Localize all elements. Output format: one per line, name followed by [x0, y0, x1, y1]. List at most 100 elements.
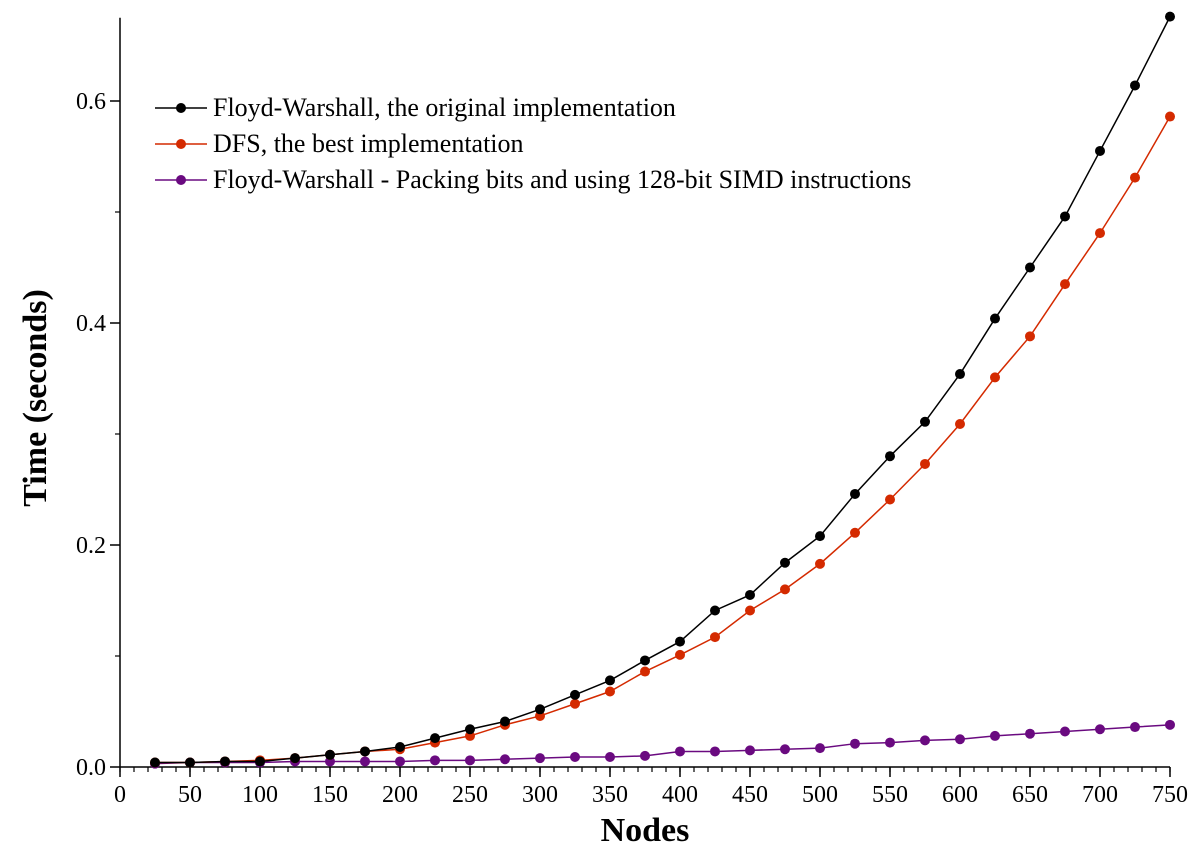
data-point [640, 655, 650, 666]
legend-label: Floyd-Warshall - Packing bits and using … [213, 165, 911, 194]
y-tick-label: 0.6 [76, 89, 106, 115]
legend-label: Floyd-Warshall, the original implementat… [213, 93, 676, 122]
legend-entry: Floyd-Warshall - Packing bits and using … [155, 165, 911, 194]
data-point [1165, 11, 1175, 22]
series-line [155, 116, 1171, 764]
series-1 [150, 11, 1175, 768]
series-2 [150, 111, 1175, 768]
legend-entry: DFS, the best implementation [155, 129, 524, 158]
x-tick-label: 150 [312, 782, 348, 808]
data-point [815, 743, 825, 754]
x-tick-label: 300 [522, 782, 558, 808]
data-point [955, 369, 965, 380]
data-point [920, 458, 930, 469]
data-point [290, 753, 300, 764]
series-3 [150, 719, 1175, 769]
x-tick-label: 350 [592, 782, 628, 808]
data-point [850, 738, 860, 749]
data-point [815, 531, 825, 542]
x-tick-label: 50 [178, 782, 202, 808]
data-point [990, 372, 1000, 383]
x-tick-label: 650 [1012, 782, 1048, 808]
data-point [1130, 80, 1140, 91]
data-point [1165, 719, 1175, 730]
y-tick-label: 0.2 [76, 533, 106, 559]
data-point [1025, 331, 1035, 342]
data-point [780, 557, 790, 568]
data-point [500, 754, 510, 765]
data-point [220, 756, 230, 767]
series-line [154, 724, 1171, 765]
x-tick-label: 550 [872, 782, 908, 808]
data-point [1025, 728, 1035, 739]
data-point [395, 756, 405, 767]
data-point [570, 689, 580, 700]
legend-entry: Floyd-Warshall, the original implementat… [155, 93, 676, 122]
data-point [570, 698, 580, 709]
x-tick-label: 100 [242, 782, 278, 808]
data-point [605, 675, 615, 686]
data-point [185, 757, 195, 768]
data-point [850, 488, 860, 499]
data-point [675, 636, 685, 647]
legend-marker [176, 175, 186, 185]
data-point [465, 724, 475, 735]
data-point [1060, 211, 1070, 222]
data-point [395, 742, 405, 753]
legend-label: DFS, the best implementation [213, 129, 524, 158]
data-point [1025, 262, 1035, 273]
x-axis-title: Nodes [601, 812, 690, 849]
data-point [640, 666, 650, 677]
x-tick-label: 200 [382, 782, 418, 808]
data-point [710, 605, 720, 616]
data-point [675, 649, 685, 660]
data-point [150, 757, 160, 768]
data-point [325, 749, 335, 760]
data-point [1095, 145, 1105, 156]
legend-marker [176, 103, 186, 113]
data-point [780, 744, 790, 755]
data-point [1165, 111, 1175, 122]
data-point [1060, 726, 1070, 737]
x-tick-label: 500 [802, 782, 838, 808]
x-tick-label: 400 [662, 782, 698, 808]
data-point [990, 313, 1000, 324]
data-point [1095, 228, 1105, 239]
data-point [745, 745, 755, 756]
data-point [570, 752, 580, 763]
data-point [885, 494, 895, 505]
data-point [430, 755, 440, 766]
x-tick-label: 250 [452, 782, 488, 808]
data-point [710, 746, 720, 757]
data-point [255, 756, 265, 767]
data-point [535, 704, 545, 715]
data-point [675, 746, 685, 757]
data-point [360, 756, 370, 767]
data-point [710, 632, 720, 643]
legend-marker [176, 139, 186, 149]
data-point [920, 735, 930, 746]
data-point [465, 755, 475, 766]
data-point [955, 734, 965, 745]
y-tick-label: 0.4 [76, 311, 106, 337]
data-point [815, 558, 825, 569]
data-point [1130, 172, 1140, 183]
data-point [920, 416, 930, 427]
data-point [605, 752, 615, 763]
data-point [850, 527, 860, 538]
x-tick-label: 0 [114, 782, 126, 808]
data-point [1130, 722, 1140, 733]
x-tick-label: 450 [732, 782, 768, 808]
x-tick-label: 600 [942, 782, 978, 808]
data-point [885, 451, 895, 462]
data-point [745, 605, 755, 616]
data-point [430, 733, 440, 744]
x-tick-label: 750 [1152, 782, 1188, 808]
data-point [955, 419, 965, 430]
data-point [885, 737, 895, 748]
plot-area [150, 11, 1175, 769]
data-point [745, 589, 755, 600]
data-point [360, 746, 370, 757]
data-point [605, 686, 615, 697]
